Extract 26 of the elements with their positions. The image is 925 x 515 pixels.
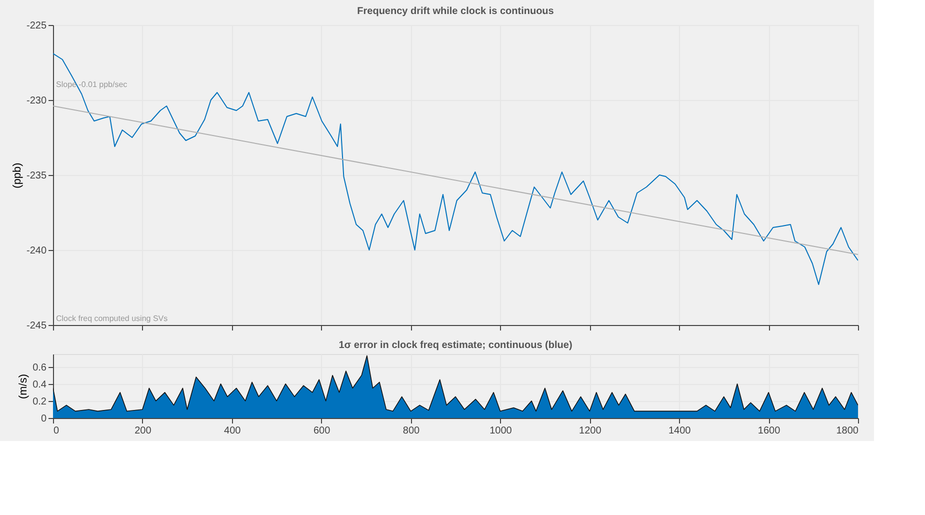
x-tick-label: 0	[54, 426, 60, 436]
y-tick-label: 0.2	[32, 396, 47, 408]
y-tick-label: 0.6	[32, 362, 47, 374]
y-tick-label: -225	[26, 20, 47, 32]
y-tick-label: -245	[26, 320, 47, 332]
annotation: Clock freq computed using SVs	[56, 314, 168, 323]
x-tick-label: 1200	[579, 426, 602, 436]
annotation: Slope -0.01 ppb/sec	[56, 80, 128, 89]
y-axis-title: (m/s)	[18, 374, 30, 400]
x-tick-label: 1800	[836, 426, 859, 436]
chart-title: 1σ error in clock freq estimate; continuous (blue)	[338, 340, 572, 351]
x-tick-label: 400	[224, 426, 242, 436]
x-tick-label: 600	[313, 426, 331, 436]
x-tick-label: 1600	[758, 426, 781, 436]
x-tick-label: 200	[134, 426, 152, 436]
x-tick-label: 1400	[668, 426, 692, 436]
y-tick-label: -240	[26, 246, 47, 256]
y-tick-label: 0.4	[32, 379, 47, 390]
chart-title: Frequency drift while clock is continuous	[357, 6, 554, 17]
y-tick-label: -235	[26, 170, 47, 182]
x-tick-label: 1000	[490, 426, 512, 436]
x-tick-label: 800	[402, 426, 420, 436]
y-tick-label: 0	[40, 414, 47, 424]
line-series	[53, 53, 858, 285]
y-axis-title: (ppb)	[11, 162, 24, 188]
y-tick-label: -230	[26, 96, 47, 106]
